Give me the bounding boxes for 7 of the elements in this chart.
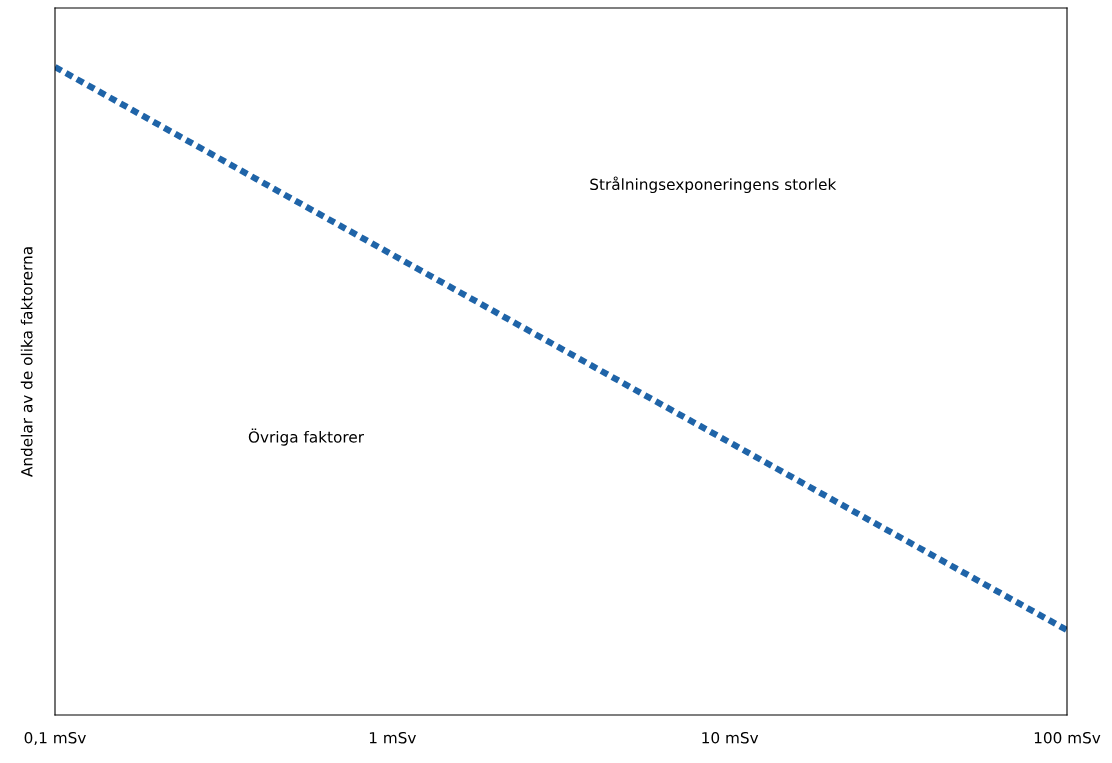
y-axis-title: Andelar av de olika faktorerna — [20, 247, 33, 477]
x-tick-label: 100 mSv — [1034, 731, 1101, 744]
annotation: Övriga faktorer — [248, 428, 364, 446]
x-tick-label: 1 mSv — [369, 731, 416, 744]
annotation: Strålningsexponeringens storlek — [590, 176, 837, 194]
x-tick-label: 10 mSv — [702, 731, 759, 744]
x-tick-label: 0,1 mSv — [24, 731, 86, 746]
